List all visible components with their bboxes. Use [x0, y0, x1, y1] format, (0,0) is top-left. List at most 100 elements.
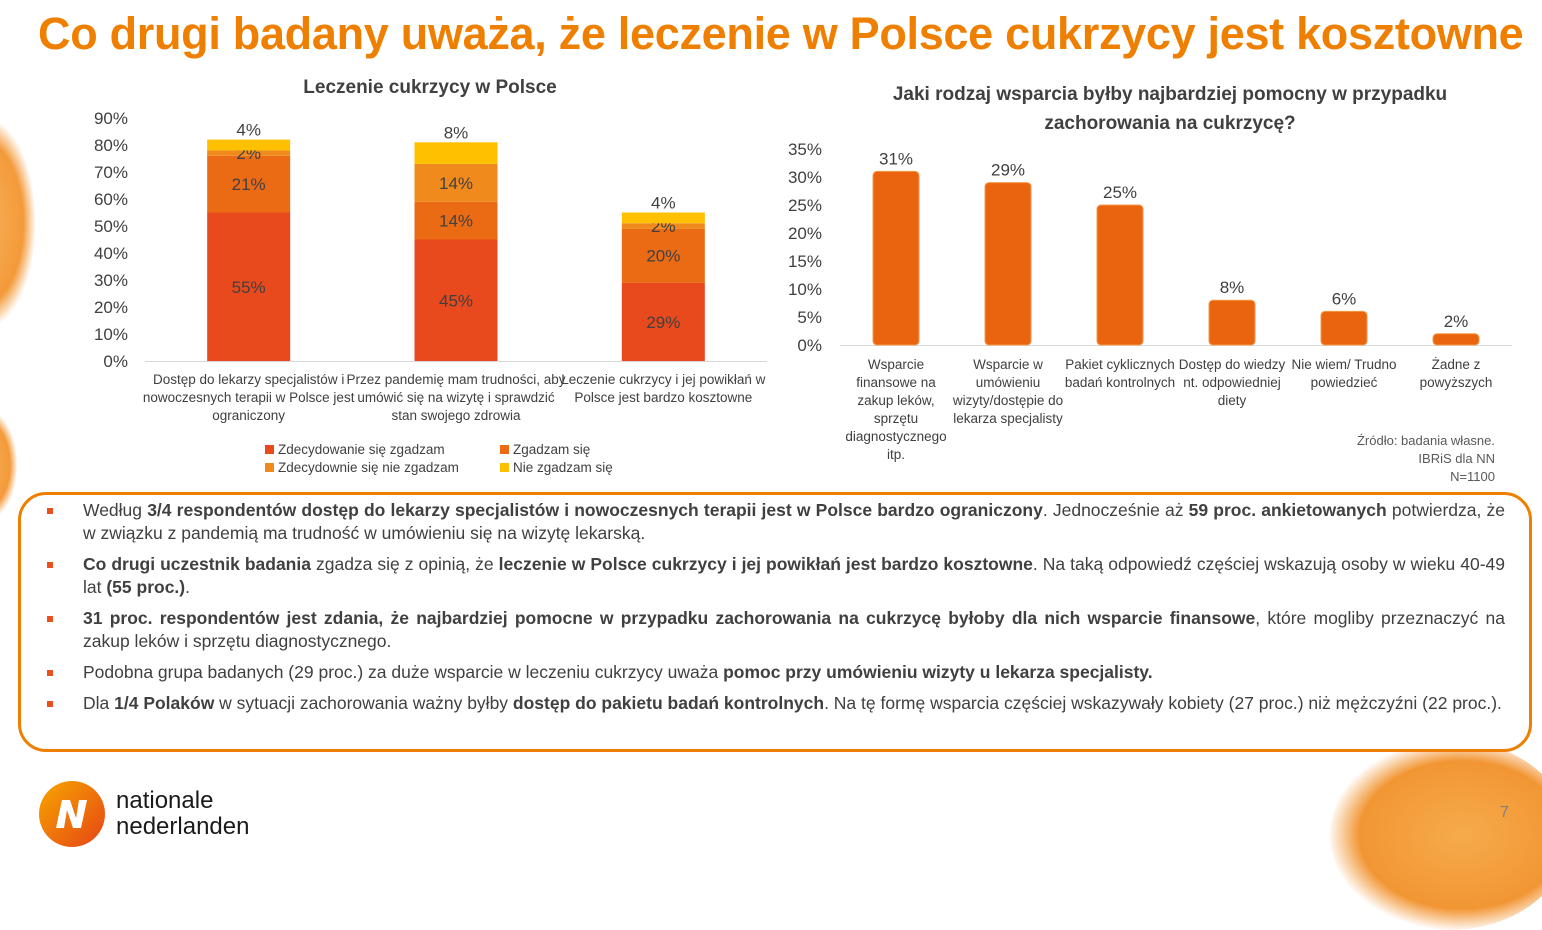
chart1-data-label: 14%: [439, 212, 473, 231]
summary-text: .: [185, 577, 191, 597]
chart2-y-tick: 20%: [788, 224, 822, 243]
chart1-legend-item: Zdecydowanie się zgadzam: [265, 442, 500, 457]
chart1-title: Leczenie cukrzycy w Polsce: [303, 77, 557, 98]
chart1-legend-item: Zdecydownie się nie zgadzam: [265, 460, 500, 475]
chart2-bar: [1208, 299, 1256, 346]
chart1-y-tick: 70%: [94, 163, 128, 182]
chart1-y-tick: 80%: [94, 136, 128, 155]
summary-text: Według: [83, 500, 148, 520]
chart2-data-label: 6%: [1332, 289, 1357, 308]
summary-text: . Jednocześnie aż: [1042, 500, 1189, 520]
decorative-blob-left-lower: [0, 410, 17, 520]
chart2-data-label: 25%: [1103, 183, 1137, 202]
chart1-bar-segment: [621, 223, 705, 229]
chart1-bar-segment: [414, 201, 498, 240]
chart2-y-tick: 5%: [797, 308, 822, 327]
chart1-bar-segment: [207, 139, 291, 151]
page-title: Co drugi badany uważa, że leczenie w Pol…: [38, 8, 1524, 59]
chart1-y-tick: 90%: [94, 109, 128, 128]
chart1-y-tick: 40%: [94, 244, 128, 263]
summary-bullet: Podobna grupa badanych (29 proc.) za duż…: [45, 661, 1505, 684]
chart1-bar-segment: [414, 163, 498, 202]
logo-text-line: nationale: [116, 787, 214, 814]
chart1-data-label: 4%: [651, 194, 676, 213]
summary-bold-text: dostęp do pakietu badań kontrolnych: [512, 693, 825, 713]
chart1-bar-segment: [414, 239, 498, 361]
summary-text: Dla: [83, 693, 115, 713]
chart2-y-tick: 15%: [788, 252, 822, 271]
chart2-bar: [984, 182, 1032, 346]
chart2-bar: [1432, 333, 1480, 346]
summary-bullet: Dla 1/4 Polaków w sytuacji zachorowania …: [45, 692, 1505, 715]
summary-bold-text: (55 proc.): [106, 577, 186, 597]
chart1-bar-segment: [414, 142, 498, 164]
chart2-category-label: Nie wiem/ Trudno powiedzieć: [1291, 357, 1397, 390]
summary-text: , które mogliby przeznaczyć na zakup lek…: [83, 608, 1505, 651]
chart2-data-label: 8%: [1220, 278, 1245, 297]
chart1-data-label: 14%: [439, 174, 473, 193]
summary-bold-text: leczenie w Polsce cukrzycy i jej powikła…: [498, 554, 1033, 574]
chart2-category-label: Wsparcie finansowe na zakup leków, sprzę…: [845, 357, 947, 462]
chart2-title: Jaki rodzaj wsparcia byłby najbardziej p…: [892, 84, 1448, 134]
chart1-data-label: 8%: [444, 123, 469, 142]
logo-text-line: nederlanden: [116, 813, 250, 840]
chart1-data-label: 20%: [646, 247, 680, 266]
summary-box: Według 3/4 respondentów dostęp do lekarz…: [18, 492, 1532, 752]
summary-text: . Na tę formę wsparcia częściej wskazywa…: [824, 693, 1502, 713]
chart1-bar-segment: [207, 212, 291, 361]
legend-swatch: [500, 463, 509, 472]
legend-label: Zdecydowanie się zgadzam: [278, 442, 445, 457]
chart1-y-tick: 20%: [94, 298, 128, 317]
chart2-bar: [872, 170, 920, 346]
summary-text: zgadza się z opinią, że: [310, 554, 499, 574]
source-note: Źródło: badania własne. IBRiS dla NN N=1…: [1320, 432, 1495, 486]
summary-bold-text: 1/4 Polaków: [114, 693, 215, 713]
page-number: 7: [1500, 804, 1509, 821]
summary-bold-text: pomoc przy umówieniu wizyty u lekarza sp…: [723, 662, 1153, 682]
summary-bold-text: 31 proc. respondentów jest zdania, że na…: [83, 608, 1256, 628]
legend-swatch: [265, 463, 274, 472]
chart2-y-tick: 25%: [788, 196, 822, 215]
chart2-data-label: 29%: [991, 161, 1025, 180]
summary-text: potwierdza, że w związku z pandemią ma t…: [83, 500, 1505, 543]
chart1-legend-item: Zgadzam się: [500, 442, 680, 457]
chart1-y-tick: 30%: [94, 271, 128, 290]
chart1-y-tick: 0%: [103, 352, 128, 371]
chart2-category-label: Pakiet cyklicznych badań kontrolnych: [1064, 357, 1176, 390]
chart1-bar-segment: [621, 228, 705, 283]
chart1-data-label: 29%: [646, 313, 680, 332]
nn-logo: nationale nederlanden: [38, 780, 249, 848]
legend-swatch: [265, 445, 274, 454]
chart1-category-label: Przez pandemię mam trudności, aby umówić…: [346, 372, 566, 423]
summary-text: . Na taką odpowiedź częściej wskazują os…: [83, 554, 1505, 597]
chart2-data-label: 2%: [1444, 312, 1469, 331]
chart2-y-tick: 0%: [797, 336, 822, 355]
chart1-data-label: 45%: [439, 291, 473, 310]
chart2-category-label: Wsparcie w umówieniu wizyty/dostępie do …: [952, 357, 1064, 426]
legend-label: Nie zgadzam się: [513, 460, 613, 475]
summary-bullet: Według 3/4 respondentów dostęp do lekarz…: [45, 499, 1505, 545]
chart1-bar-segment: [207, 155, 291, 213]
source-line: Źródło: badania własne.: [1356, 433, 1495, 448]
summary-text: Podobna grupa badanych (29 proc.) za duż…: [83, 662, 724, 682]
summary-text: w sytuacji zachorowania ważny byłby: [214, 693, 513, 713]
chart2-bar: 0% 5% 10% 15% 20% 25% 30% 35% 31% 29% 25% 8% 6% 2%: [788, 140, 1512, 355]
summary-bold-text: 3/4 respondentów dostęp do lekarzy specj…: [147, 500, 1043, 520]
chart1-y-tick: 60%: [94, 190, 128, 209]
chart2-bar: [1320, 310, 1368, 346]
legend-label: Zdecydownie się nie zgadzam: [278, 460, 459, 475]
chart1-bar-segment: [621, 212, 705, 224]
summary-bullet: 31 proc. respondentów jest zdania, że na…: [45, 607, 1505, 653]
summary-bold-text: 59 proc. ankietowanych: [1188, 500, 1387, 520]
source-line: IBRiS dla NN: [1418, 451, 1495, 466]
summary-bullet: Co drugi uczestnik badania zgadza się z …: [45, 553, 1505, 599]
chart1-bar-segment: [207, 150, 291, 156]
chart1-y-tick: 10%: [94, 325, 128, 344]
chart1-legend-item: Nie zgadzam się: [500, 460, 680, 475]
summary-bold-text: Co drugi uczestnik badania: [83, 554, 311, 574]
source-line: N=1100: [1450, 469, 1495, 484]
chart1-data-label: 55%: [232, 278, 266, 297]
chart2-y-tick: 35%: [788, 140, 822, 159]
chart1-bar-segment: [621, 282, 705, 361]
chart2-category-label: Żadne z powyższych: [1419, 357, 1493, 390]
